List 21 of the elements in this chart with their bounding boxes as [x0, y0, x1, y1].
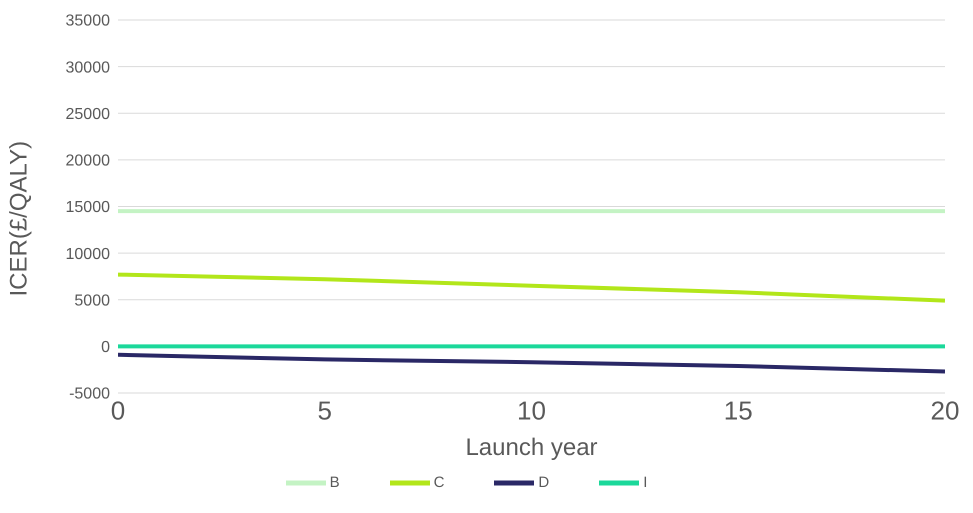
y-tick-label: 35000: [66, 12, 110, 30]
y-tick-label: 0: [101, 339, 110, 356]
y-axis-title: ICER(£/QALY): [6, 140, 33, 296]
y-tick-label: 5000: [74, 292, 110, 310]
legend-label: C: [434, 474, 444, 491]
line-series: [118, 352, 945, 374]
x-axis-title: Launch year: [465, 434, 598, 461]
legend-label: D: [538, 474, 550, 491]
x-tick-label: 20: [930, 395, 960, 426]
x-tick-label: 5: [318, 395, 332, 426]
y-tick-label: 25000: [66, 106, 110, 123]
legend-label: B: [330, 474, 340, 491]
legend-label: I: [643, 474, 648, 491]
y-tick-label: 10000: [66, 246, 110, 263]
y-tick-label: 20000: [66, 152, 110, 170]
line-series: [118, 272, 945, 303]
y-tick-label: 30000: [66, 59, 110, 76]
y-tick-label: 15000: [66, 199, 110, 216]
y-tick-label: -5000: [69, 386, 110, 403]
x-tick-label: 15: [724, 395, 753, 426]
x-tick-label: 10: [517, 395, 546, 426]
